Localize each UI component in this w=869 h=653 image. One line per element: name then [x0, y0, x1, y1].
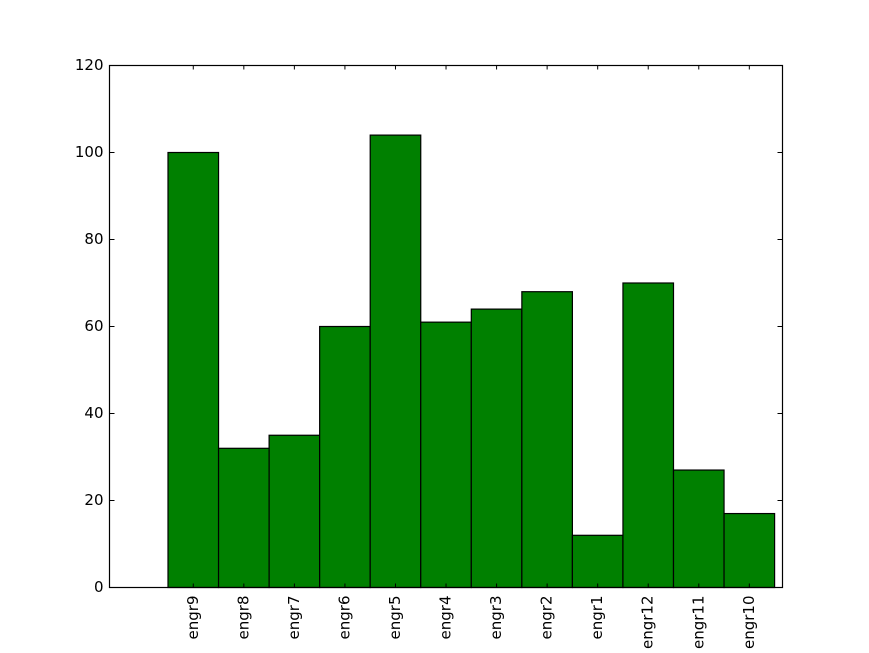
bar — [268, 434, 321, 589]
y-tick-label: 40 — [84, 404, 103, 422]
bar — [369, 134, 422, 589]
y-tick-label: 60 — [84, 317, 103, 335]
bar — [723, 512, 776, 589]
bar — [470, 308, 523, 589]
y-tick-label: 80 — [84, 230, 103, 248]
bar — [319, 325, 371, 589]
x-tick-label: engr3 — [487, 596, 505, 640]
x-tick-label: engr10 — [740, 596, 758, 650]
x-tick-label: engr11 — [689, 596, 707, 650]
bar — [420, 321, 472, 589]
y-tick-label: 100 — [75, 143, 104, 161]
bar — [672, 469, 725, 589]
x-tick-label: engr2 — [538, 596, 556, 640]
bar — [167, 151, 220, 589]
x-tick-label: engr6 — [335, 596, 353, 640]
y-tick-label: 120 — [75, 56, 104, 74]
plot-frame — [108, 64, 784, 589]
bar — [571, 534, 624, 589]
bar — [521, 291, 573, 589]
x-tick-label: engr8 — [234, 596, 252, 640]
bar — [622, 282, 675, 589]
x-tick-label: engr7 — [285, 596, 303, 640]
bar — [217, 447, 270, 589]
x-tick-label: engr12 — [639, 596, 657, 650]
x-tick-label: engr5 — [386, 596, 404, 640]
x-tick-label: engr1 — [588, 596, 606, 640]
x-tick-label: engr4 — [437, 596, 455, 640]
x-tick-label: engr9 — [184, 596, 202, 640]
y-tick-label: 0 — [94, 578, 104, 596]
y-tick-label: 20 — [84, 491, 103, 509]
